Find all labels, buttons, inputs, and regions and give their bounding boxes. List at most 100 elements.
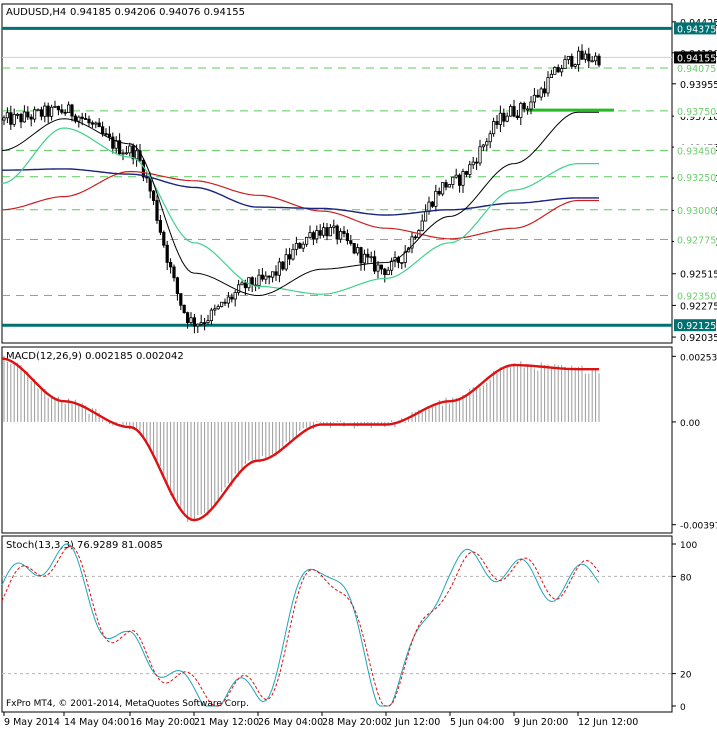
candle-up [434,190,438,207]
candle-down [274,271,278,276]
candle-down [131,145,135,160]
copyright-text: FxPro MT4, © 2001-2014, MetaQuotes Softw… [6,699,249,709]
time-tick-label: 12 Jun 12:00 [578,717,638,728]
candle-up [451,176,455,185]
level-label-box: 0.92775 [674,233,716,246]
candle-up [400,262,404,264]
candle-up [532,94,537,103]
candle-up [121,152,125,155]
candle-down [587,53,591,62]
candle-down [522,103,526,110]
level-label-box: 0.93750 [674,104,716,118]
level-label-box: 0.92350 [674,289,716,303]
candle-up [22,111,27,123]
candle-up [566,55,571,60]
candle-up [355,247,360,254]
candle-up [5,112,9,119]
candle-down [80,116,84,119]
candle-down [63,111,67,114]
candle-up [304,236,309,245]
candle-down [46,105,50,117]
candle-down [580,50,584,60]
candle-up [219,301,224,307]
candle-down [543,88,547,94]
candle-up [50,106,54,117]
candle-up [461,171,465,186]
level-label: 0.92775 [677,235,716,246]
candle-up [519,103,523,118]
candle-down [168,262,173,268]
level-label-bg [674,104,716,117]
candle-down [97,122,101,128]
candle-up [213,308,217,311]
candle-up [505,115,509,122]
price-tick-label: 0.93955 [680,80,717,91]
level-label: 0.92125 [677,321,716,332]
candle-up [36,109,40,112]
candle-down [281,261,285,270]
candle-down [179,293,183,306]
stoch-tick-label: 20 [680,671,692,681]
candle-up [478,146,482,164]
candle-up [440,182,445,195]
candle-up [410,236,414,249]
price-panel-frame [1,3,673,344]
candle-up [128,145,132,154]
candle-down [192,317,196,327]
candle-up [216,306,220,310]
candle-down [457,174,462,186]
candle-down [90,122,94,125]
candle-down [298,242,302,249]
candle-up [560,68,564,73]
candle-down [366,253,370,258]
candle-up [43,105,47,117]
candle-up [573,64,577,67]
level-label-bg [674,170,716,183]
candle-up [134,150,139,160]
candle-down [19,113,23,123]
candle-up [77,116,81,122]
time-tick-label: 9 Jun 20:00 [514,717,568,728]
candle-down [70,104,74,117]
candle-up [376,264,380,272]
time-tick-label: 16 May 20:00 [130,717,195,728]
stoch-signal-line [1,545,600,707]
candle-down [56,105,61,111]
candle-down [155,200,159,221]
candle-down [250,277,254,286]
candle-up [189,317,193,323]
candle-down [60,109,64,113]
candle-down [87,118,91,124]
candle-down [372,256,377,272]
level-label-box: 0.93250 [674,170,716,184]
candle-up [553,67,557,75]
candle-up [270,271,275,278]
candle-up [447,184,452,188]
candle-down [243,282,247,289]
stoch-label: Stoch(13,3,3) 76.9289 81.0085 [6,540,163,551]
macd-tick-label: 0.002538 [680,353,717,363]
candle-down [474,161,479,164]
candle-up [240,282,244,286]
candle-down [230,296,234,300]
level-label-box: 0.93450 [674,144,716,157]
candle-up [15,113,20,116]
candle-down [597,55,601,66]
price-tick-label: 0.93710 [680,112,717,123]
candle-up [491,121,496,135]
level-label: 0.94375 [677,24,716,35]
candlestick-series [2,44,601,334]
candle-up [590,60,594,63]
ma-blue-line [2,168,599,216]
candle-down [383,268,387,276]
level-label-bg [674,144,716,157]
candle-up [583,53,588,60]
candle-up [257,274,261,286]
candle-down [311,232,316,240]
candle-down [495,121,499,125]
candle-up [389,260,394,271]
candle-up [563,59,567,69]
candle-up [277,261,282,276]
